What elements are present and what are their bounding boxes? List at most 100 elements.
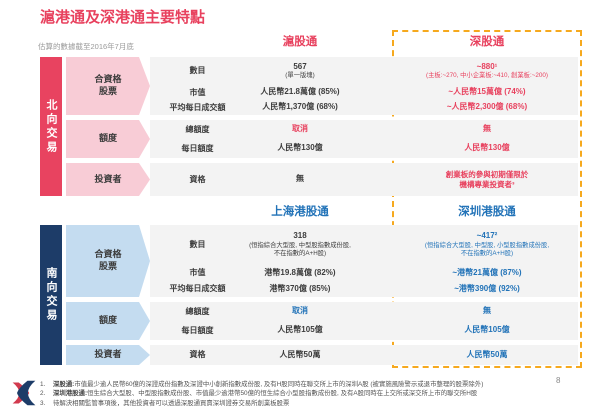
footnote-lead: 深圳港股通: (53, 390, 88, 398)
cell-sse: 人民幣1,370億 (68%) (245, 102, 355, 112)
footnote-lead: 深股通: (53, 381, 75, 388)
cell-shenzhen: 人民幣105億 (396, 325, 578, 335)
cell-sse: 567 (單一版塊) (245, 62, 355, 81)
row-label: 資格 (189, 174, 206, 184)
cell-shanghai: 人民幣105億 (245, 325, 355, 335)
northbound-table: 合資格 股票 數目 567 (單一版塊) ~880¹ (主板:~270, 中小企… (66, 57, 578, 196)
table-row: 總額度 取消 無 (150, 120, 578, 139)
table-row: 每日額度 人民幣130億 人民幣130億 (150, 139, 578, 158)
row-label: 數目 (189, 66, 206, 76)
cell-value: ~港幣390億 (92%) (454, 283, 520, 293)
footnote: 2. 深圳港股通: 恒生綜合大型股、中型股指數成份股、市值最少逾港幣50億的恒生… (40, 389, 565, 398)
cell-value: ~人民幣15萬億 (74%) (448, 87, 526, 97)
table-row: 平均每日成交額 人民幣1,370億 (68%) ~人民幣2,300億 (68%) (150, 100, 578, 115)
column-header-szse-connect: 深股通 (469, 36, 505, 48)
cell-value: 人民幣105億 (464, 325, 510, 335)
cell-value: 港幣19.8萬億 (82%) (264, 267, 336, 277)
cell-szse: ~880¹ (主板:~270, 中小企業板:~410, 創業板:~200) (396, 62, 578, 81)
cell-value: 人民幣130億 (464, 143, 510, 153)
group-label-chevron: 合資格 股票 (66, 57, 150, 115)
page-title: 滬港通及深港通主要特點 (40, 9, 206, 26)
footnote-text: 待解決相關監管事項後，其他投資者可以透過深股通買賣深圳證券交易所創業板股票 (53, 399, 290, 407)
cell-value: 318 (293, 231, 307, 241)
group-quota: 額度 總額度 取消 無 每日額度 人民幣105億 (66, 302, 578, 340)
cell-value: 創業板的參與初期僅限於 機構專業投資者³ (445, 169, 529, 189)
cell-value: 人民幣50萬 (279, 349, 321, 359)
page-number: 8 (556, 376, 561, 385)
row-label: 市值 (189, 268, 206, 278)
row-label: 資格 (189, 350, 206, 360)
cell-value: ~人民幣2,300億 (68%) (446, 102, 528, 112)
footnote: 3. 待解決相關監管事項後，其他投資者可以透過深股通買賣深圳證券交易所創業板股票 (40, 399, 565, 408)
cell-value: ~880¹ (476, 61, 498, 71)
footnotes: 1. 深股通: 市值最少逾人民幣60億的深證成份指數及深證中小創新指數成份股, … (40, 380, 565, 408)
cell-shenzhen: ~417² (恒指綜合大型股, 中型股, 小型股指數成份股, 不在指數的A+H股… (396, 231, 578, 258)
south-column-headers: 上海港股通 深圳港股通 (150, 203, 578, 219)
cell-value: 人民幣130億 (277, 143, 323, 153)
table-row: 資格 無 創業板的參與初期僅限於 機構專業投資者³ (150, 163, 578, 196)
group-label-chevron: 合資格 股票 (66, 225, 150, 297)
cell-subvalue: (恒指綜合大型股, 中型股, 小型股指數成份股, 不在指數的A+H股) (424, 241, 550, 258)
table-row: 每日額度 人民幣105億 人民幣105億 (150, 321, 578, 340)
cell-value: 取消 (292, 306, 308, 316)
footnote-number: 1. (40, 381, 46, 388)
group-label-chevron: 投資者 (66, 345, 150, 365)
cell-subvalue: (主板:~270, 中小企業板:~410, 創業板:~200) (426, 71, 548, 79)
footnote-text: 恒生綜合大型股、中型股指數成份股、市值最少逾港幣50億的恒生綜合小型股指數成份股… (87, 390, 478, 398)
table-row: 數目 567 (單一版塊) ~880¹ (主板:~270, 中小企業板:~410… (150, 57, 578, 85)
cell-value: ~港幣21萬億 (87%) (452, 267, 522, 277)
cell-subvalue: (單一版塊) (285, 71, 315, 79)
southbound-side-label: 南向交易 (40, 225, 62, 365)
cell-shanghai: 港幣370億 (85%) (245, 284, 355, 294)
table-row: 市值 人民幣21.8萬億 (85%) ~人民幣15萬億 (74%) (150, 85, 578, 100)
cell-shanghai: 取消 (245, 306, 355, 316)
column-header-sse-connect: 滬股通 (282, 36, 318, 48)
group-quota: 額度 總額度 取消 無 每日額度 人民幣130億 (66, 120, 578, 158)
cell-szse: ~人民幣15萬億 (74%) (396, 87, 578, 97)
group-eligible-stocks: 合資格 股票 數目 567 (單一版塊) ~880¹ (主板:~270, 中小企… (66, 57, 578, 115)
group-label-chevron: 額度 (66, 302, 150, 340)
cell-shanghai: 人民幣50萬 (245, 350, 355, 360)
north-column-headers: 滬股通 深股通 (150, 33, 578, 49)
group-label-chevron: 投資者 (66, 163, 150, 196)
cell-shenzhen: 無 (396, 306, 578, 316)
cell-subvalue: (恒指綜合大型股, 中型股指數成份股, 不在指數的A+H股) (249, 241, 351, 258)
group-eligible-stocks: 合資格 股票 數目 318 (恒指綜合大型股, 中型股指數成份股, 不在指數的A… (66, 225, 578, 297)
table-row: 數目 318 (恒指綜合大型股, 中型股指數成份股, 不在指數的A+H股) ~4… (150, 225, 578, 265)
cell-shenzhen: ~港幣390億 (92%) (396, 284, 578, 294)
cell-sse: 人民幣21.8萬億 (85%) (245, 87, 355, 97)
southbound-table: 合資格 股票 數目 318 (恒指綜合大型股, 中型股指數成份股, 不在指數的A… (66, 225, 578, 365)
row-label: 數目 (189, 240, 206, 250)
row-label: 總額度 (185, 124, 210, 134)
cell-value: 人民幣1,370億 (68%) (262, 102, 338, 112)
footnote: 1. 深股通: 市值最少逾人民幣60億的深證成份指數及深證中小創新指數成份股, … (40, 380, 565, 389)
row-label: 每日額度 (181, 143, 214, 153)
footnote-number: 2. (40, 390, 46, 398)
group-label-chevron: 額度 (66, 120, 150, 158)
hkex-logo-icon (12, 380, 36, 406)
northbound-side-label: 北向交易 (40, 57, 62, 196)
cell-value: 無 (483, 306, 491, 316)
cell-shanghai: 318 (恒指綜合大型股, 中型股指數成份股, 不在指數的A+H股) (245, 231, 355, 258)
cell-sse: 取消 (245, 124, 355, 134)
group-investors: 投資者 資格 無 創業板的參與初期僅限於 機構專業投資者³ (66, 163, 578, 196)
row-label: 市值 (189, 87, 206, 97)
footnote-number: 3. (40, 399, 46, 407)
table-row: 平均每日成交額 港幣370億 (85%) ~港幣390億 (92%) (150, 281, 578, 297)
cell-value: 567 (293, 61, 307, 71)
table-row: 資格 人民幣50萬 人民幣50萬 (150, 345, 578, 365)
row-label: 平均每日成交額 (169, 284, 226, 294)
table-row: 總額度 取消 無 (150, 302, 578, 321)
column-header-shanghai-hk: 上海港股通 (271, 206, 329, 218)
group-investors: 投資者 資格 人民幣50萬 人民幣50萬 (66, 345, 578, 365)
column-header-shenzhen-hk: 深圳港股通 (458, 206, 516, 218)
row-label: 平均每日成交額 (169, 102, 226, 112)
cell-shenzhen: 人民幣50萬 (396, 350, 578, 360)
cell-shanghai: 港幣19.8萬億 (82%) (245, 268, 355, 278)
cell-szse: 人民幣130億 (396, 143, 578, 153)
cell-value: 人民幣50萬 (466, 349, 508, 359)
data-as-of-note: 估算的數據截至2016年7月底 (38, 42, 134, 51)
row-label: 總額度 (185, 306, 210, 316)
cell-value: 人民幣105億 (277, 325, 323, 335)
